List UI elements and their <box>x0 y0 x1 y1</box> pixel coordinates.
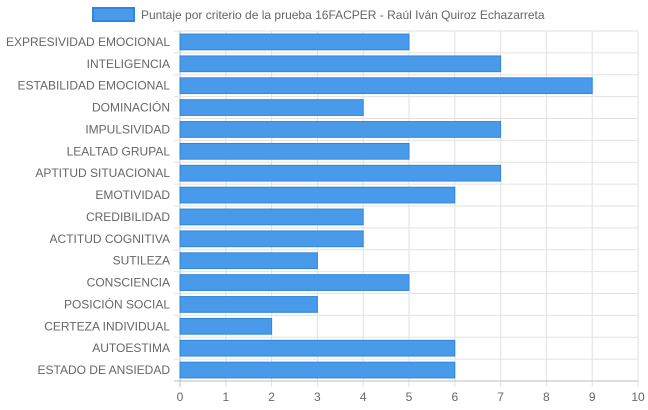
bar[interactable] <box>179 274 410 291</box>
bars <box>179 33 593 379</box>
category-label: AUTOESTIMA <box>92 341 170 355</box>
category-label: DOMINACIÓN <box>92 100 170 115</box>
category-label: INTELIGENCIA <box>87 57 170 71</box>
legend[interactable]: Puntaje por criterio de la prueba 16FACP… <box>92 7 545 22</box>
bar[interactable] <box>179 99 364 116</box>
x-tick-label: 4 <box>360 390 367 404</box>
bar[interactable] <box>179 33 410 51</box>
bar[interactable] <box>179 361 456 379</box>
bar[interactable] <box>179 121 502 138</box>
category-label: ACTITUD COGNITIVA <box>50 232 170 246</box>
bar[interactable] <box>179 230 364 248</box>
category-label: CERTEZA INDIVIDUAL <box>44 319 170 333</box>
bar[interactable] <box>179 317 273 335</box>
bar[interactable] <box>179 164 502 182</box>
category-label: CREDIBILIDAD <box>86 210 170 224</box>
category-label: SUTILEZA <box>113 254 170 268</box>
bar[interactable] <box>179 55 502 73</box>
x-tick-label: 0 <box>177 390 184 404</box>
category-label: EXPRESIVIDAD EMOCIONAL <box>6 35 170 49</box>
x-tick-label: 6 <box>451 390 458 404</box>
x-axis-ticks: 0 1 2 3 4 5 6 7 8 9 10 <box>177 390 645 404</box>
bar[interactable] <box>179 339 456 357</box>
category-labels: EXPRESIVIDAD EMOCIONAL INTELIGENCIA ESTABI… <box>6 35 170 377</box>
x-tick-label: 1 <box>222 390 229 404</box>
bar[interactable] <box>179 252 318 270</box>
category-label: IMPULSIVIDAD <box>85 122 170 136</box>
x-tick-label: 8 <box>543 390 550 404</box>
category-label: EMOTIVIDAD <box>95 188 170 202</box>
category-label: POSICIÓN SOCIAL <box>64 296 170 311</box>
category-label: ESTADO DE ANSIEDAD <box>38 363 171 377</box>
x-tick-label: 2 <box>268 390 275 404</box>
bar[interactable] <box>179 208 364 226</box>
x-tick-label: 3 <box>314 390 321 404</box>
category-label: LEALTAD GRUPAL <box>67 144 171 158</box>
bar[interactable] <box>179 77 593 95</box>
legend-label: Puntaje por criterio de la prueba 16FACP… <box>141 8 545 22</box>
category-label: ESTABILIDAD EMOCIONAL <box>18 79 171 93</box>
x-tick-label: 10 <box>631 390 645 404</box>
x-tick-label: 7 <box>497 390 504 404</box>
category-label: CONSCIENCIA <box>87 276 170 290</box>
bar[interactable] <box>179 186 456 204</box>
category-label: APTITUD SITUACIONAL <box>35 166 170 180</box>
bar[interactable] <box>179 296 318 313</box>
legend-swatch <box>92 7 135 22</box>
x-tick-label: 5 <box>406 390 413 404</box>
bar[interactable] <box>179 142 410 160</box>
x-tick-label: 9 <box>589 390 596 404</box>
